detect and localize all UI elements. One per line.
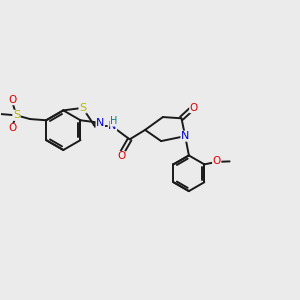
- Text: N: N: [96, 118, 104, 128]
- Text: H: H: [110, 116, 117, 126]
- Text: S: S: [79, 103, 86, 113]
- Text: S: S: [13, 110, 20, 120]
- Text: O: O: [117, 152, 125, 161]
- Text: O: O: [213, 156, 221, 167]
- Text: O: O: [8, 124, 16, 134]
- Text: O: O: [8, 95, 16, 105]
- Text: N: N: [181, 131, 189, 141]
- Text: N: N: [108, 122, 116, 131]
- Text: O: O: [190, 103, 198, 112]
